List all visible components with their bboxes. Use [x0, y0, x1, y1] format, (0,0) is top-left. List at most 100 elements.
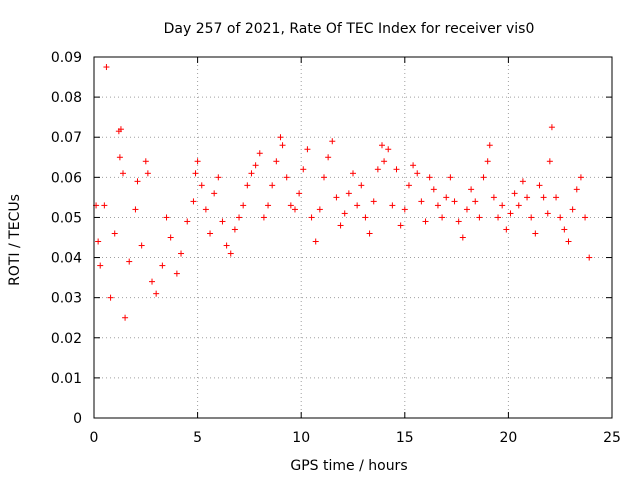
data-point-marker: [184, 218, 191, 225]
data-point-marker: [569, 206, 576, 213]
data-point-marker: [480, 174, 487, 181]
y-tick-label: 0: [73, 411, 82, 427]
data-point-marker: [134, 178, 141, 185]
data-point-marker: [540, 194, 547, 201]
data-point-marker: [476, 214, 483, 221]
data-point-marker: [430, 186, 437, 193]
data-point-marker: [207, 230, 214, 237]
data-point-marker: [459, 234, 466, 241]
data-point-marker: [499, 202, 506, 209]
data-points: [93, 64, 593, 321]
data-point-marker: [138, 242, 145, 249]
data-point-marker: [511, 190, 518, 197]
data-point-marker: [304, 146, 311, 153]
data-point-marker: [490, 194, 497, 201]
data-point-marker: [269, 182, 276, 189]
data-point-marker: [515, 202, 522, 209]
data-point-marker: [173, 270, 180, 277]
plot-frame: [93, 56, 613, 419]
data-point-marker: [223, 242, 230, 249]
data-point-marker: [178, 250, 185, 257]
grid-lines: [94, 57, 612, 418]
data-point-marker: [159, 262, 166, 269]
y-tick-label: 0.02: [51, 331, 82, 347]
data-point-marker: [256, 150, 263, 157]
data-point-marker: [370, 198, 377, 205]
axis-ticks: 0 0.01 0.02 0.03 0.04 0.05 0.06 0.07 0.08 0.09 0 5 1…: [51, 50, 621, 446]
y-axis-label: ROTI / TECUs: [7, 194, 23, 286]
x-axis-label: GPS time / hours: [290, 458, 407, 474]
data-point-marker: [401, 206, 408, 213]
data-point-marker: [463, 206, 470, 213]
data-point-marker: [296, 190, 303, 197]
data-point-marker: [132, 206, 139, 213]
data-point-marker: [451, 198, 458, 205]
data-point-marker: [265, 202, 272, 209]
data-point-marker: [524, 194, 531, 201]
data-point-marker: [107, 294, 114, 301]
data-point-marker: [366, 230, 373, 237]
data-point-marker: [202, 206, 209, 213]
data-point-marker: [532, 230, 539, 237]
data-point-marker: [244, 182, 251, 189]
data-point-marker: [325, 154, 332, 161]
data-point-marker: [379, 142, 386, 149]
data-point-marker: [455, 218, 462, 225]
data-point-marker: [507, 210, 514, 217]
data-point-marker: [561, 226, 568, 233]
data-point-marker: [190, 198, 197, 205]
data-point-marker: [333, 194, 340, 201]
data-point-marker: [573, 186, 580, 193]
data-point-marker: [362, 214, 369, 221]
data-point-marker: [354, 202, 361, 209]
data-point-marker: [528, 214, 535, 221]
data-point-marker: [211, 190, 218, 197]
data-point-marker: [240, 202, 247, 209]
data-point-marker: [142, 158, 149, 165]
data-point-marker: [312, 238, 319, 245]
data-point-marker: [287, 202, 294, 209]
data-point-marker: [117, 126, 124, 133]
data-point-marker: [300, 166, 307, 173]
data-point-marker: [308, 214, 315, 221]
data-point-marker: [577, 174, 584, 181]
data-point-marker: [447, 174, 454, 181]
data-point-marker: [252, 162, 259, 169]
data-point-marker: [484, 158, 491, 165]
data-point-marker: [111, 230, 118, 237]
data-point-marker: [389, 202, 396, 209]
data-point-marker: [153, 290, 160, 297]
data-point-marker: [345, 190, 352, 197]
data-point-marker: [439, 214, 446, 221]
data-point-marker: [291, 206, 298, 213]
data-point-marker: [536, 182, 543, 189]
data-point-marker: [248, 170, 255, 177]
data-point-marker: [219, 218, 226, 225]
data-point-marker: [101, 202, 108, 209]
y-tick-label: 0.03: [51, 291, 82, 307]
data-point-marker: [374, 166, 381, 173]
x-tick-label: 0: [90, 430, 99, 446]
data-point-marker: [194, 158, 201, 165]
data-point-marker: [273, 158, 280, 165]
data-point-marker: [350, 170, 356, 177]
data-point-marker: [495, 214, 502, 221]
data-point-marker: [393, 166, 400, 173]
data-point-marker: [468, 186, 475, 193]
x-tick-label: 10: [292, 430, 310, 446]
data-point-marker: [337, 222, 344, 229]
x-tick-label: 20: [499, 430, 517, 446]
x-tick-label: 5: [193, 430, 202, 446]
data-point-marker: [122, 314, 129, 321]
data-point-marker: [198, 182, 205, 189]
data-point-marker: [283, 174, 290, 181]
data-point-marker: [227, 250, 234, 257]
data-point-marker: [414, 170, 421, 177]
data-point-marker: [586, 254, 593, 261]
data-point-marker: [149, 278, 156, 285]
data-point-marker: [163, 214, 170, 221]
data-point-marker: [381, 158, 388, 165]
data-point-marker: [582, 214, 589, 221]
data-point-marker: [341, 210, 348, 217]
